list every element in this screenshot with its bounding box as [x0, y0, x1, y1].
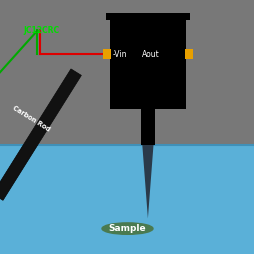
Bar: [0, 145, 254, 254]
Bar: [109, 20, 185, 109]
Text: -Vin: -Vin: [112, 50, 126, 59]
Ellipse shape: [102, 223, 152, 234]
Polygon shape: [0, 69, 81, 200]
Text: Aout: Aout: [141, 50, 159, 59]
Polygon shape: [0, 69, 81, 200]
Bar: [140, 109, 154, 145]
Text: Carbon Rod: Carbon Rod: [11, 105, 51, 133]
Text: Sample: Sample: [108, 224, 146, 233]
Text: JC12CRC: JC12CRC: [23, 26, 59, 35]
Bar: [105, 13, 189, 20]
Polygon shape: [142, 145, 153, 218]
Bar: [184, 49, 192, 59]
Bar: [103, 49, 110, 59]
